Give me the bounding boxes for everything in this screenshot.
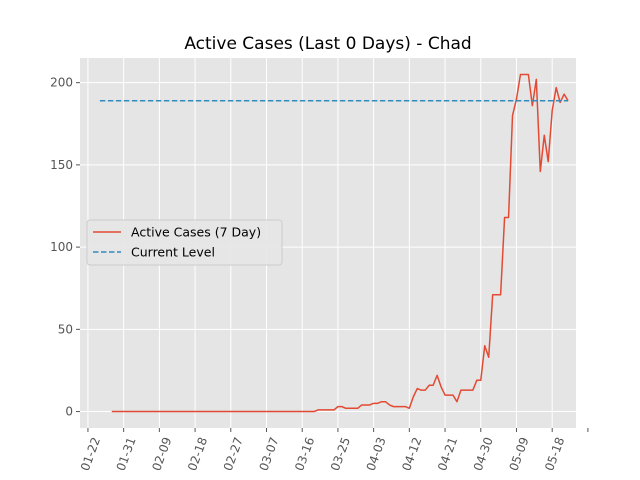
x-tick-label: 03-07: [256, 435, 281, 473]
legend: Active Cases (7 Day) Current Level: [86, 219, 283, 266]
x-tick-label: 02-18: [185, 435, 210, 473]
x-tick-label: 03-25: [328, 435, 353, 473]
series-layer: [99, 73, 569, 413]
x-tick-label: 01-22: [78, 435, 103, 473]
y-tick-label: 50: [58, 322, 73, 336]
x-tick-label: 05-09: [506, 435, 531, 473]
y-axis: 0 50 100 150 200: [50, 76, 80, 419]
x-tick-label: 01-31: [114, 435, 139, 473]
chart-title: Active Cases (Last 0 Days) - Chad: [184, 34, 471, 54]
legend-label-active-cases: Active Cases (7 Day): [131, 225, 261, 240]
y-tick-label: 200: [50, 76, 73, 90]
x-tick-label: 05-18: [542, 435, 567, 473]
y-tick-label: 150: [50, 158, 73, 172]
x-tick-label: 04-21: [435, 435, 460, 473]
x-tick-label: 04-12: [399, 435, 424, 473]
x-tick-label: 04-03: [364, 435, 389, 473]
x-tick-label: 02-27: [221, 435, 246, 473]
y-tick-label: 100: [50, 240, 73, 254]
series-line-active-cases: [111, 73, 569, 413]
legend-box: [86, 219, 283, 266]
x-tick-label: 02-09: [149, 435, 174, 473]
legend-label-current-level: Current Level: [131, 245, 215, 260]
y-tick-label: 0: [65, 405, 73, 419]
x-axis: 01-22 01-31 02-09 02-18 02-27 03-07 03-16 03-25…: [78, 428, 589, 473]
x-tick-label: 04-30: [471, 435, 496, 473]
x-tick-label: 03-16: [292, 435, 317, 473]
